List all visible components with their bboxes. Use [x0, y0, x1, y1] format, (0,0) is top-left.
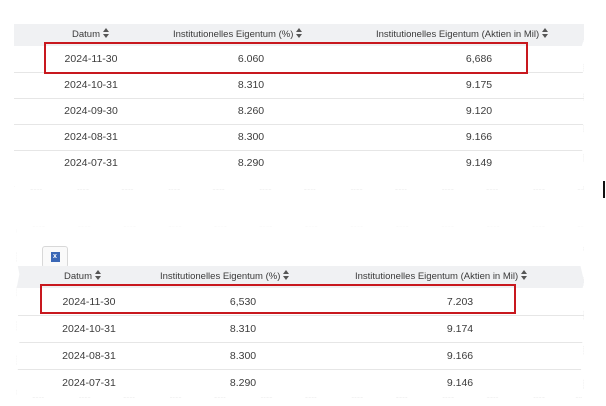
excel-export-icon: x — [50, 252, 60, 262]
sort-icon[interactable] — [542, 28, 549, 38]
cell-percent: 6.060 — [237, 53, 265, 65]
cell-shares: 9.175 — [465, 79, 493, 91]
table-header: Datum Institutionelles Eigentum (%) Inst… — [14, 24, 584, 46]
cell-shares: 9.149 — [465, 157, 493, 169]
table-row: 2024-11-30 6,530 7.203 — [16, 288, 584, 316]
column-header-datum[interactable]: Datum — [64, 266, 102, 288]
column-header-datum[interactable]: Datum — [72, 24, 110, 46]
cell-date: 2024-08-31 — [64, 131, 118, 143]
text-cursor — [603, 181, 605, 198]
cell-shares: 9.166 — [446, 349, 474, 362]
cell-date: 2024-11-30 — [64, 53, 118, 65]
cell-percent: 6,530 — [229, 295, 257, 308]
sort-icon[interactable] — [283, 270, 290, 280]
cell-percent: 8.300 — [229, 349, 257, 362]
cell-date: 2024-08-31 — [62, 349, 116, 362]
cell-percent: 8.310 — [237, 79, 265, 91]
cell-date: 2024-10-31 — [64, 79, 118, 91]
cell-date: 2024-11-30 — [62, 295, 116, 308]
cell-shares: 9.174 — [446, 322, 474, 335]
column-header-institutional-shares[interactable]: Institutionelles Eigentum (Aktien in Mil… — [355, 266, 528, 288]
sort-icon[interactable] — [94, 270, 102, 280]
cell-percent: 8.310 — [229, 322, 257, 335]
cell-percent: 8.260 — [237, 105, 265, 117]
cell-shares: 6,686 — [465, 53, 493, 65]
cell-date: 2024-09-30 — [64, 105, 118, 117]
table-row: 2024-08-31 8.300 9.166 — [16, 342, 584, 370]
table-row: 2024-09-30 8.260 9.120 — [14, 98, 584, 125]
table-row: 2024-10-31 8.310 9.174 — [16, 315, 584, 343]
top-table-panel: Datum Institutionelles Eigentum (%) Inst… — [14, 22, 584, 190]
table-row: 2024-07-31 8.290 9.149 — [14, 150, 584, 176]
cell-shares: 9.146 — [446, 376, 474, 389]
sort-icon[interactable] — [296, 28, 303, 38]
table-header: Datum Institutionelles Eigentum (%) Inst… — [16, 266, 584, 288]
cell-date: 2024-07-31 — [64, 157, 118, 169]
table-row: 2024-07-31 8.290 9.146 — [16, 369, 584, 396]
cell-shares: 9.166 — [465, 131, 493, 143]
cell-percent: 8.300 — [237, 131, 265, 143]
column-header-institutional-percent[interactable]: Institutionelles Eigentum (%) — [160, 266, 290, 288]
bottom-table-panel: x Datum Institutionelles Eigentum (%) In… — [16, 226, 584, 398]
highlight-box — [40, 284, 516, 314]
cell-date: 2024-10-31 — [62, 322, 116, 335]
column-header-institutional-shares[interactable]: Institutionelles Eigentum (Aktien in Mil… — [376, 24, 549, 46]
table-row: 2024-10-31 8.310 9.175 — [14, 72, 584, 99]
table-row: 2024-08-31 8.300 9.166 — [14, 124, 584, 151]
sort-icon[interactable] — [521, 270, 528, 280]
cell-shares: 7.203 — [446, 295, 474, 308]
cell-date: 2024-07-31 — [62, 376, 116, 389]
excel-export-button[interactable]: x — [42, 246, 68, 268]
column-header-institutional-percent[interactable]: Institutionelles Eigentum (%) — [173, 24, 303, 46]
highlight-box — [44, 42, 528, 74]
cell-shares: 9.120 — [465, 105, 493, 117]
cell-percent: 8.290 — [229, 376, 257, 389]
cell-percent: 8.290 — [237, 157, 265, 169]
sort-icon[interactable] — [102, 28, 110, 38]
